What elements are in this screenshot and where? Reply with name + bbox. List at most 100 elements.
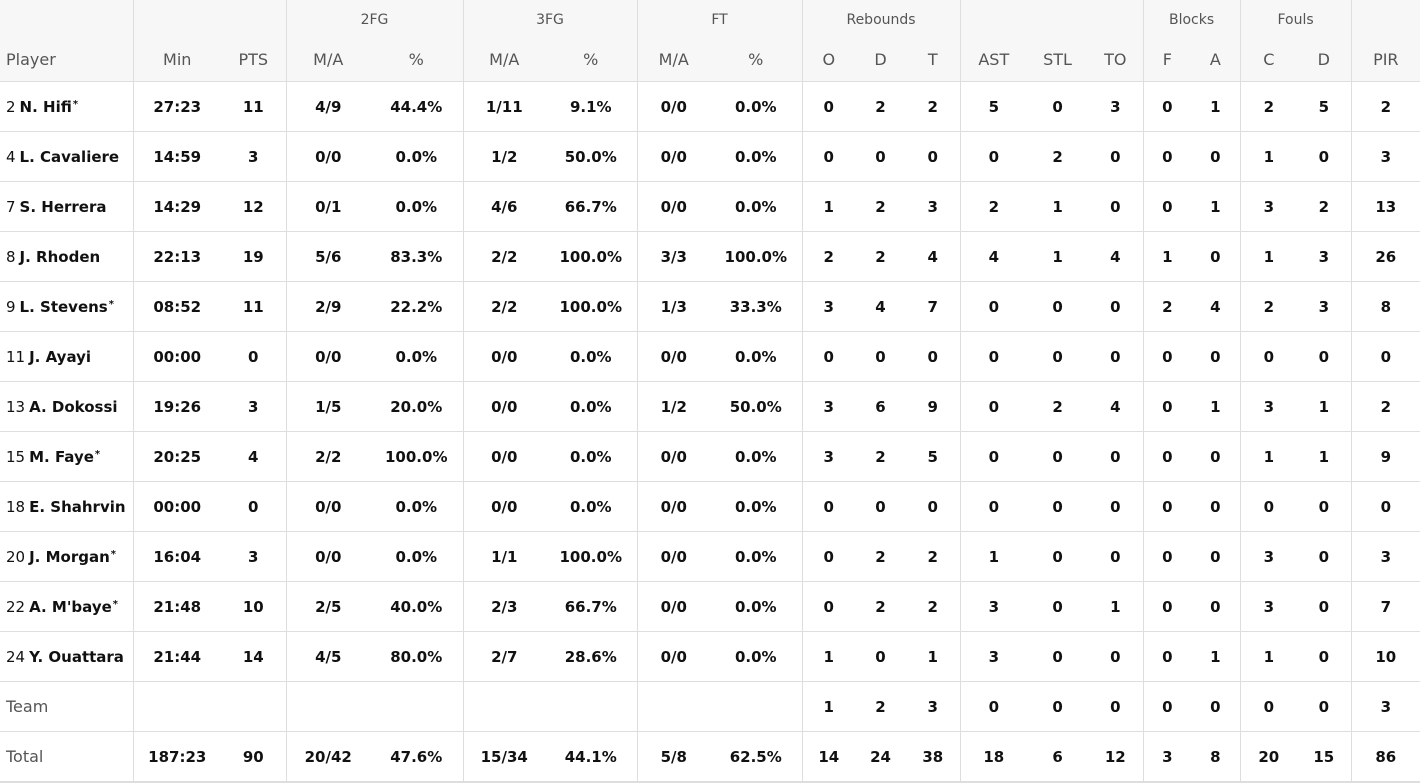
cell-reb-d: 2 (855, 531, 907, 582)
cell-stl: 0 (1027, 281, 1089, 332)
cell-fg2-ma: 4/9 (285, 81, 370, 132)
cell-ast: 3 (959, 631, 1028, 682)
cell-foul-c: 1 (1239, 131, 1298, 182)
player-name-link[interactable]: J. Rhoden (19, 247, 101, 266)
cell-pir: 7 (1350, 581, 1420, 632)
player-name-link[interactable]: L. Cavaliere (19, 147, 120, 166)
player-cell[interactable]: 8 J. Rhoden (0, 231, 133, 282)
player-cell[interactable]: 11 J. Ayayi (0, 331, 133, 382)
col-header-pir[interactable]: PIR (1350, 37, 1420, 82)
player-name-link[interactable]: E. Shahrvin (29, 497, 126, 516)
col-header-foul-c[interactable]: C (1239, 37, 1298, 82)
cell-fg3-ma: 0/0 (462, 381, 545, 432)
cell-blk-f: 0 (1142, 581, 1192, 632)
cell-blk-f: 0 (1142, 381, 1192, 432)
cell-ft-pct: 0.0% (710, 481, 803, 532)
col-header-to[interactable]: TO (1088, 37, 1144, 82)
total-label: Total (0, 731, 133, 783)
col-header-3fg-pct[interactable]: % (545, 37, 637, 82)
player-cell[interactable]: 15 M. Faye* (0, 431, 133, 482)
cell-fg2-pct: 0.0% (370, 181, 463, 232)
player-cell[interactable]: 24 Y. Ouattara (0, 631, 133, 682)
player-cell[interactable]: 2 N. Hifi* (0, 81, 133, 132)
player-cell[interactable]: 9 L. Stevens* (0, 281, 133, 332)
cell-fg2-ma: 2/2 (285, 431, 370, 482)
cell-ft-ma: 0/0 (636, 331, 710, 382)
col-header-2fg-pct[interactable]: % (370, 37, 463, 82)
cell-pts: 3 (221, 131, 286, 182)
cell-fg2-pct: 47.6% (370, 731, 463, 783)
cell-min: 14:29 (132, 181, 221, 232)
cell-to: 0 (1088, 181, 1144, 232)
player-cell[interactable]: 20 J. Morgan* (0, 531, 133, 582)
cell-to: 0 (1088, 481, 1144, 532)
player-name-link[interactable]: M. Faye (29, 447, 94, 466)
cell-reb-d: 4 (855, 281, 907, 332)
cell-reb-o: 1 (801, 181, 856, 232)
player-name-link[interactable]: J. Morgan (29, 547, 110, 566)
table-row: 8 J. Rhoden 22:13 19 5/6 83.3% 2/2 100.0% 3/3 100… (0, 231, 1420, 282)
cell-reb-t: 2 (906, 531, 961, 582)
cell-ft-ma: 3/3 (636, 231, 710, 282)
player-cell[interactable]: 7 S. Herrera (0, 181, 133, 232)
cell-blk-f: 0 (1142, 431, 1192, 482)
cell-ft-pct: 0.0% (710, 631, 803, 682)
cell-ft-ma: 0/0 (636, 431, 710, 482)
col-header-2fg-ma[interactable]: M/A (285, 37, 370, 82)
cell-ft-pct (710, 681, 803, 732)
cell-stl: 0 (1027, 631, 1089, 682)
player-name-link[interactable]: N. Hifi (19, 97, 72, 116)
cell-foul-c: 1 (1239, 431, 1298, 482)
player-cell[interactable]: 22 A. M'baye* (0, 581, 133, 632)
cell-reb-o: 0 (801, 131, 856, 182)
player-name-link[interactable]: L. Stevens (19, 297, 108, 316)
cell-blk-a: 0 (1191, 581, 1241, 632)
cell-ast: 5 (959, 81, 1028, 132)
cell-reb-t: 5 (906, 431, 961, 482)
cell-stl: 1 (1027, 181, 1089, 232)
cell-to: 0 (1088, 131, 1144, 182)
col-header-min[interactable]: Min (132, 37, 221, 82)
player-cell[interactable]: 13 A. Dokossi (0, 381, 133, 432)
cell-reb-o: 0 (801, 581, 856, 632)
cell-foul-c: 2 (1239, 81, 1298, 132)
col-header-pts[interactable]: PTS (221, 37, 286, 82)
player-name-link[interactable]: A. Dokossi (29, 397, 118, 416)
col-header-reb-t[interactable]: T (906, 37, 961, 82)
cell-pts: 12 (221, 181, 286, 232)
cell-ast: 18 (959, 731, 1028, 783)
cell-min (132, 681, 221, 732)
cell-fg2-pct: 83.3% (370, 231, 463, 282)
cell-blk-a: 1 (1191, 81, 1241, 132)
cell-pir: 2 (1350, 81, 1420, 132)
cell-fg2-ma (285, 681, 370, 732)
col-header-ast[interactable]: AST (959, 37, 1028, 82)
cell-fg2-pct: 44.4% (370, 81, 463, 132)
player-name-link[interactable]: J. Ayayi (29, 347, 92, 366)
col-header-blk-a[interactable]: A (1191, 37, 1241, 82)
col-header-reb-d[interactable]: D (855, 37, 907, 82)
col-header-3fg-ma[interactable]: M/A (462, 37, 545, 82)
header-group-2fg: 2FG (285, 0, 463, 37)
cell-min: 19:26 (132, 381, 221, 432)
cell-fg2-pct: 0.0% (370, 131, 463, 182)
cell-pts: 19 (221, 231, 286, 282)
cell-ft-ma (636, 681, 710, 732)
player-cell[interactable]: 18 E. Shahrvin (0, 481, 133, 532)
col-header-reb-o[interactable]: O (801, 37, 856, 82)
player-name-link[interactable]: A. M'baye (29, 597, 112, 616)
player-cell[interactable]: 4 L. Cavaliere (0, 131, 133, 182)
col-header-ft-pct[interactable]: % (710, 37, 803, 82)
col-header-stl[interactable]: STL (1027, 37, 1089, 82)
cell-fg3-pct: 100.0% (545, 281, 637, 332)
cell-blk-a: 4 (1191, 281, 1241, 332)
col-header-foul-d[interactable]: D (1297, 37, 1352, 82)
cell-fg3-pct: 66.7% (545, 181, 637, 232)
col-header-ft-ma[interactable]: M/A (636, 37, 710, 82)
col-header-player[interactable]: Player (0, 37, 133, 82)
player-name-link[interactable]: S. Herrera (19, 197, 107, 216)
cell-fg3-pct: 0.0% (545, 331, 637, 382)
cell-reb-t: 3 (906, 181, 961, 232)
col-header-blk-f[interactable]: F (1142, 37, 1192, 82)
player-name-link[interactable]: Y. Ouattara (29, 647, 124, 666)
